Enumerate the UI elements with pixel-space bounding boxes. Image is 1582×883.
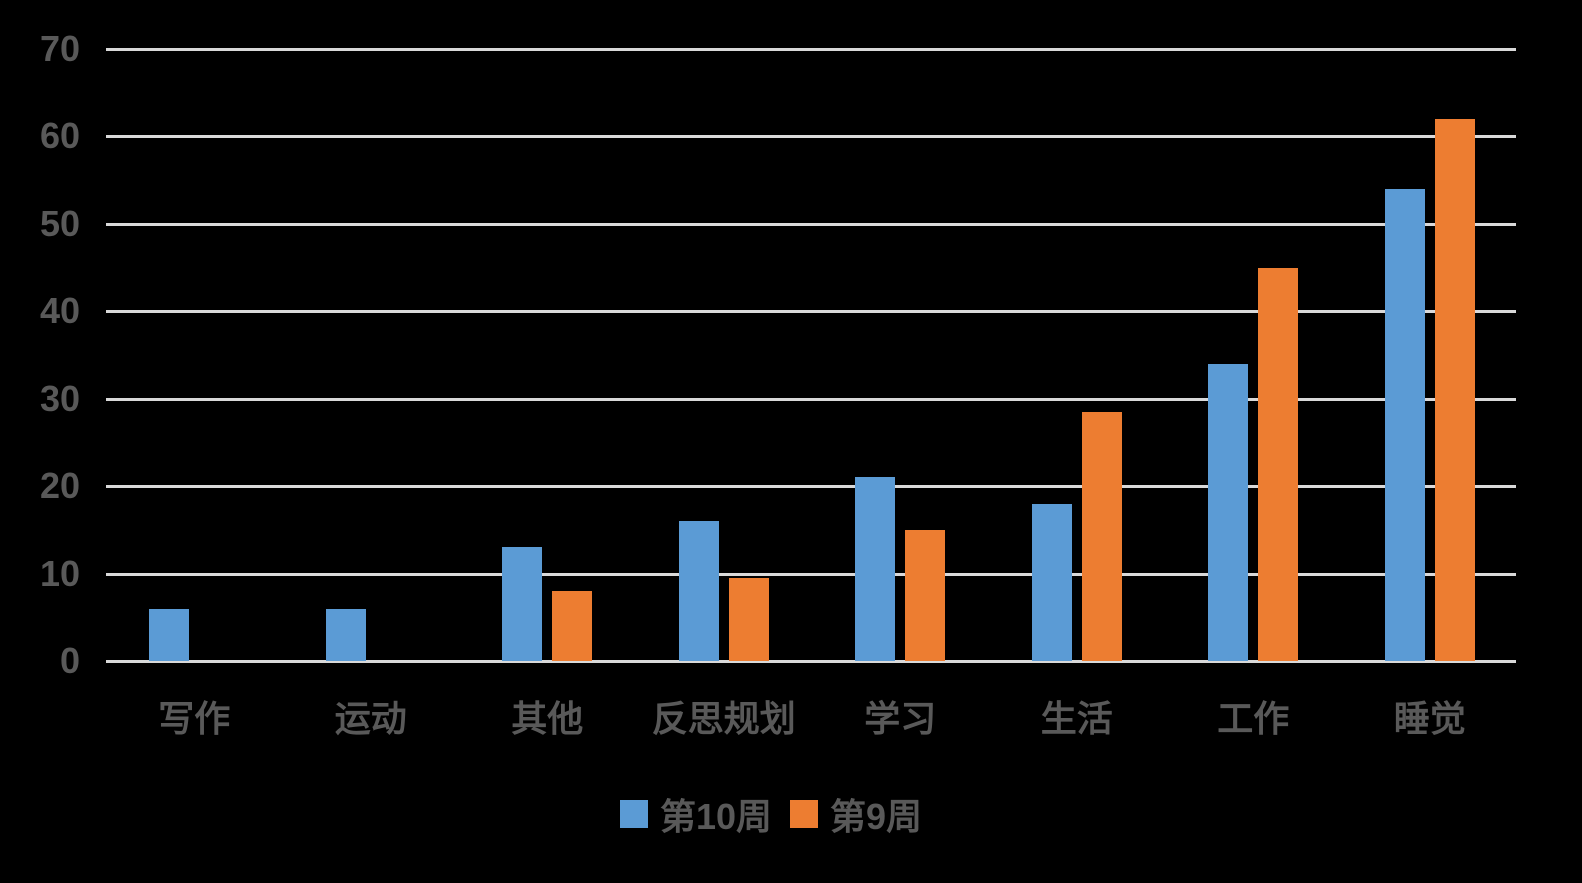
- gridline: [106, 572, 1516, 576]
- legend-item-week9: 第9周: [790, 788, 922, 840]
- bar-week10: [855, 477, 896, 661]
- bar-week10: [325, 608, 366, 661]
- gridline: [106, 660, 1516, 663]
- x-tick-label: 反思规划: [651, 698, 796, 739]
- bar-week9: [728, 577, 769, 661]
- x-tick-label: 睡觉: [1393, 698, 1466, 739]
- legend-label-week10: 第10周: [660, 796, 773, 837]
- bar-week10: [502, 547, 543, 661]
- bar-week10: [149, 608, 190, 661]
- x-tick-label: 生活: [1040, 698, 1113, 739]
- bar-week10: [678, 521, 719, 661]
- gridline: [106, 48, 1516, 51]
- y-tick-label: 30: [39, 377, 80, 419]
- x-tick-label: 其他: [511, 698, 584, 739]
- gridline: [106, 222, 1516, 226]
- x-tick-label: 写作: [158, 698, 231, 739]
- gridline: [106, 310, 1516, 314]
- legend-swatch-week10: [620, 800, 648, 828]
- y-tick-label: 10: [39, 552, 80, 594]
- bar-week10: [1031, 503, 1072, 661]
- bar-week9: [552, 591, 593, 661]
- y-tick-label: 20: [39, 465, 80, 507]
- bar-week9: [905, 529, 946, 661]
- x-tick-label: 工作: [1217, 698, 1290, 739]
- y-tick-label: 40: [39, 290, 80, 332]
- y-tick-label: 70: [39, 28, 80, 69]
- bar-week9: [1434, 118, 1475, 661]
- legend: 第10周 第9周: [620, 788, 930, 840]
- legend-item-week10: 第10周: [620, 788, 772, 840]
- legend-label-week9: 第9周: [830, 796, 923, 837]
- bar-week10: [1384, 188, 1425, 661]
- x-tick-label: 运动: [334, 698, 407, 739]
- y-tick-label: 0: [59, 640, 80, 681]
- gridline: [106, 485, 1516, 489]
- bar-week10: [1208, 363, 1249, 661]
- gridline: [106, 397, 1516, 401]
- gridline: [106, 135, 1516, 139]
- legend-swatch-week9: [790, 800, 819, 828]
- bar-week9: [1081, 411, 1122, 661]
- bar-week9: [1258, 267, 1299, 661]
- x-tick-label: 学习: [864, 698, 937, 739]
- y-tick-label: 60: [39, 115, 80, 157]
- y-tick-label: 50: [39, 202, 80, 244]
